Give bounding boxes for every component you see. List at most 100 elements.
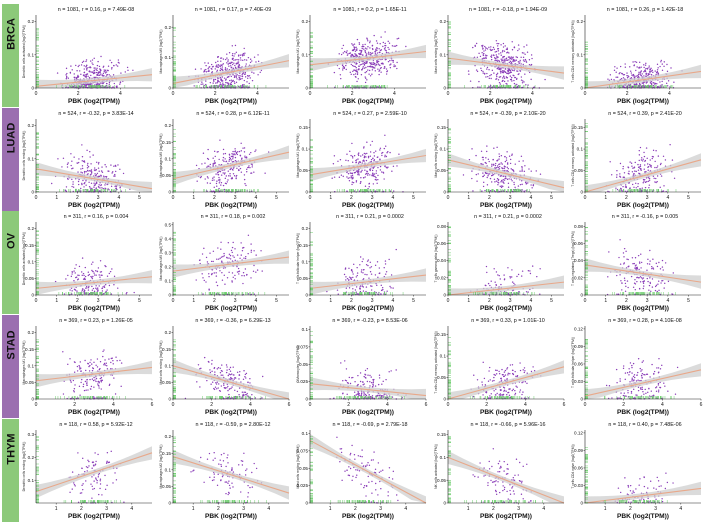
data-point [369,174,371,176]
y-axis-label: Macrophages M1 (log2(TPM)) [296,134,300,178]
data-point [101,187,103,189]
data-point [659,81,661,83]
data-point [242,59,244,62]
data-point [81,183,83,186]
data-point [371,73,373,75]
data-point [215,66,217,68]
x-tick-label: 0 [447,91,450,97]
data-point [500,72,502,74]
data-point [489,177,492,180]
data-point [107,69,109,72]
cancer-strip-bg [2,4,19,107]
data-point [363,146,365,148]
data-point [101,287,104,290]
data-point [657,86,659,88]
data-point [204,62,206,64]
data-point [108,284,111,287]
data-point [378,51,381,54]
y-tick-label: 0.05 [574,168,583,173]
data-point [230,66,233,69]
data-point [624,66,627,68]
data-point [388,42,391,44]
data-point [74,272,76,274]
data-point [390,63,392,65]
data-point [496,55,498,58]
data-point [633,83,636,86]
data-point [649,159,651,161]
data-point [229,83,231,85]
data-point [79,70,81,72]
data-point [619,173,621,175]
data-point [517,44,520,46]
data-point [340,53,343,56]
data-point [257,74,259,76]
data-point [528,59,531,61]
y-tick-label: 0.2 [165,25,172,30]
data-point [628,76,630,78]
data-point [342,175,344,178]
data-point [216,82,218,84]
data-point [342,52,344,54]
data-point [217,173,219,176]
data-point [638,73,640,75]
x-tick-label: 3 [509,195,512,201]
data-point [376,61,379,64]
data-point [512,59,514,61]
data-point [114,175,116,177]
data-point [365,66,367,69]
regression-line [584,159,702,193]
data-point [77,65,79,68]
data-point [654,160,656,163]
data-point [628,170,630,172]
data-point [207,177,209,179]
data-point [650,74,653,76]
data-point [362,62,364,65]
data-point [497,50,500,52]
data-point [213,78,215,81]
data-point [105,265,107,268]
data-point [209,182,211,185]
data-point [626,74,628,77]
data-point [502,181,504,183]
data-point [396,165,398,167]
data-point [97,287,99,289]
data-point [232,74,234,76]
data-point [386,70,388,73]
data-point [81,271,83,273]
data-point [95,182,98,185]
data-point [240,150,242,152]
data-point [393,45,395,47]
data-point [462,174,465,176]
data-point [80,64,83,66]
y-axis-label: Macrophages M0 (log2(TPM)) [159,134,163,178]
data-point [387,150,389,153]
data-point [119,81,122,83]
data-point [482,54,484,56]
data-point [474,45,476,47]
data-point [497,183,499,186]
data-point [385,50,387,52]
data-point [133,291,135,294]
data-point [353,43,356,45]
data-point [108,83,111,86]
data-point [81,289,83,292]
data-point [509,78,512,81]
data-point [669,86,671,88]
data-point [372,172,374,174]
data-point [76,70,78,72]
data-point [511,153,513,155]
y-tick-label: 0.1 [165,55,172,60]
data-point [86,73,88,75]
data-point [385,166,387,169]
data-point [242,72,244,75]
data-point [630,72,633,74]
data-point [368,53,370,55]
data-point [221,66,224,68]
data-point [638,149,640,152]
data-point [364,47,367,49]
data-point [525,84,527,86]
data-point [485,57,487,60]
data-point [341,47,343,50]
data-point [84,75,86,78]
